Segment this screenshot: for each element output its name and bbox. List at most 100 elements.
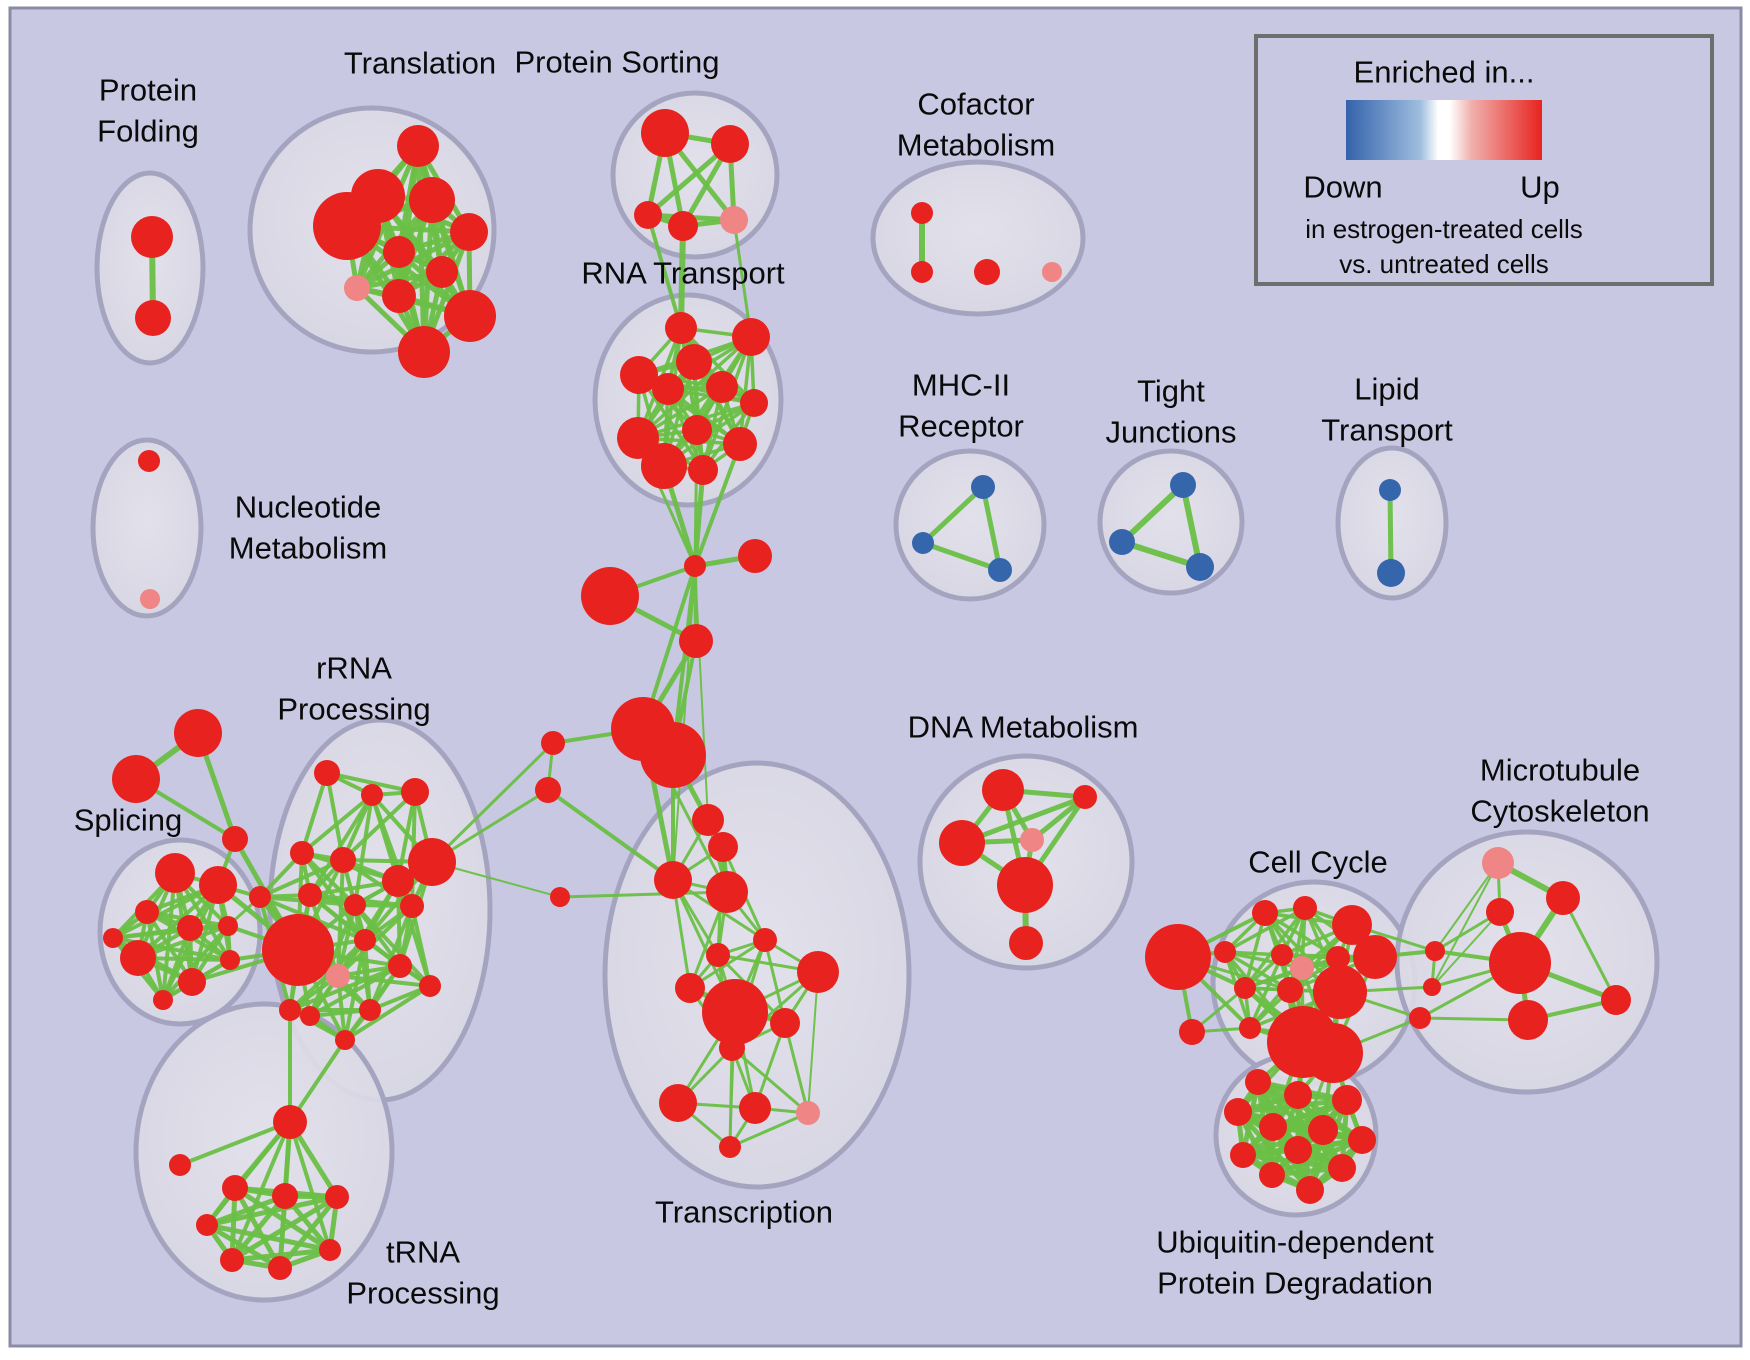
network-node-slightly-up-pink (1482, 847, 1514, 879)
network-edge (693, 428, 699, 568)
legend-caption-line2: vs. untreated cells (1339, 249, 1549, 279)
network-edge (205, 1120, 292, 1227)
network-edge (1119, 482, 1186, 545)
network-node-up-red (911, 202, 933, 224)
network-node-up-red (397, 125, 439, 167)
network-node-up-red (361, 784, 383, 806)
network-node-up-red (398, 326, 450, 378)
network-node-up-red (249, 886, 271, 908)
network-edge (693, 442, 742, 568)
network-node-down-blue (1109, 529, 1135, 555)
network-node-up-red (719, 1035, 745, 1061)
network-node-up-red (1353, 935, 1397, 979)
cluster-label-protein-sorting: Protein Sorting (514, 45, 719, 80)
network-node-up-red (1224, 1098, 1252, 1126)
network-node-up-red (682, 415, 712, 445)
network-node-slightly-up-pink (796, 1101, 820, 1125)
network-edge (646, 213, 683, 330)
network-edge (343, 984, 432, 1042)
network-node-up-red (1508, 1000, 1548, 1040)
network-node-up-red (196, 1214, 218, 1236)
network-node-up-red (665, 312, 697, 344)
network-node-up-red (702, 979, 768, 1045)
network-edge (672, 565, 696, 881)
network-node-up-red (708, 832, 738, 862)
network-node-up-red (740, 389, 768, 417)
network-edge (204, 1222, 333, 1253)
network-node-up-red (1348, 1126, 1376, 1154)
cluster-label-nucleotide-metabolism: Nucleotide (235, 490, 381, 525)
network-node-up-red (1145, 924, 1211, 990)
cluster-label-tight-junctions: Tight (1137, 374, 1205, 409)
network-edge (308, 964, 402, 1018)
cluster-label-splicing: Splicing (74, 803, 183, 838)
network-edge (678, 223, 686, 331)
legend: Enriched in... Down Up in estrogen-treat… (1254, 34, 1714, 286)
network-node-up-red (1259, 1162, 1285, 1188)
network-node-up-red (1409, 1007, 1431, 1029)
network-edge (1431, 911, 1501, 988)
network-node-down-blue (912, 532, 934, 554)
network-node-up-red (1423, 978, 1441, 996)
network-node-up-red (290, 841, 314, 865)
network-node-up-red (1332, 1085, 1362, 1115)
network-node-up-red (131, 216, 173, 258)
network-edge (230, 1120, 292, 1262)
network-edge (300, 851, 357, 907)
network-node-up-red (103, 928, 123, 948)
network-node-up-red (1313, 965, 1367, 1019)
cluster-label-rna-transport: RNA Transport (581, 256, 785, 291)
network-node-up-red (652, 373, 684, 405)
cluster-label-trna-processing: tRNA (386, 1235, 460, 1270)
cluster-label-dna-metabolism: DNA Metabolism (908, 710, 1139, 745)
network-node-slightly-up-pink (326, 964, 350, 988)
cluster-label-cell-cycle: Cell Cycle (1248, 845, 1388, 880)
network-edge (637, 373, 705, 472)
network-node-up-red (1179, 1019, 1205, 1045)
network-node-up-red (1303, 1023, 1363, 1083)
network-node-up-red (272, 1183, 298, 1209)
network-node-up-red (541, 731, 565, 755)
network-edge (410, 904, 432, 988)
network-node-up-red (382, 279, 416, 313)
network-node-up-red (408, 838, 456, 886)
network-edge (258, 858, 345, 899)
network-node-up-red (974, 259, 1000, 285)
network-node-up-red (174, 709, 222, 757)
network-edge (300, 793, 374, 855)
cluster-label-tight-junctions: Junctions (1106, 415, 1237, 450)
legend-box (1254, 34, 1714, 286)
network-edge (694, 565, 709, 821)
network-node-up-red (1234, 977, 1256, 999)
network-edge (430, 741, 555, 864)
network-node-up-red (268, 1256, 292, 1280)
network-node-up-red (135, 300, 171, 336)
network-node-up-red (314, 760, 340, 786)
network-node-up-red (444, 290, 496, 342)
network-node-up-red (684, 555, 706, 577)
network-node-up-red (300, 1006, 320, 1026)
cluster-labels: Protein Folding Translation Protein Sorting… (74, 45, 1650, 1311)
network-node-up-red (138, 450, 160, 472)
network-node-up-red (1073, 785, 1097, 809)
network-node-slightly-up-pink (1290, 956, 1314, 980)
network-edge (1561, 896, 1618, 1002)
network-node-up-red (1425, 941, 1445, 961)
legend-caption-line1: in estrogen-treated cells (1305, 214, 1582, 244)
network-node-up-red (400, 894, 424, 918)
cluster-ellipse-nucleotide-metabolism (90, 437, 204, 619)
network-node-up-red (911, 261, 933, 283)
network-edge (353, 903, 432, 988)
network-node-up-red (1271, 944, 1293, 966)
network-node-up-red (1284, 1081, 1312, 1109)
network-node-down-blue (1377, 559, 1405, 587)
network-node-up-red (335, 1030, 355, 1050)
network-node-up-red (319, 1239, 341, 1261)
network-node-up-red (675, 973, 705, 1003)
network-node-up-red (706, 943, 730, 967)
network-edge (1223, 950, 1304, 970)
network-node-slightly-up-pink (140, 589, 160, 609)
cluster-label-mhc-ii-receptor: Receptor (898, 409, 1024, 444)
network-node-up-red (388, 954, 412, 978)
